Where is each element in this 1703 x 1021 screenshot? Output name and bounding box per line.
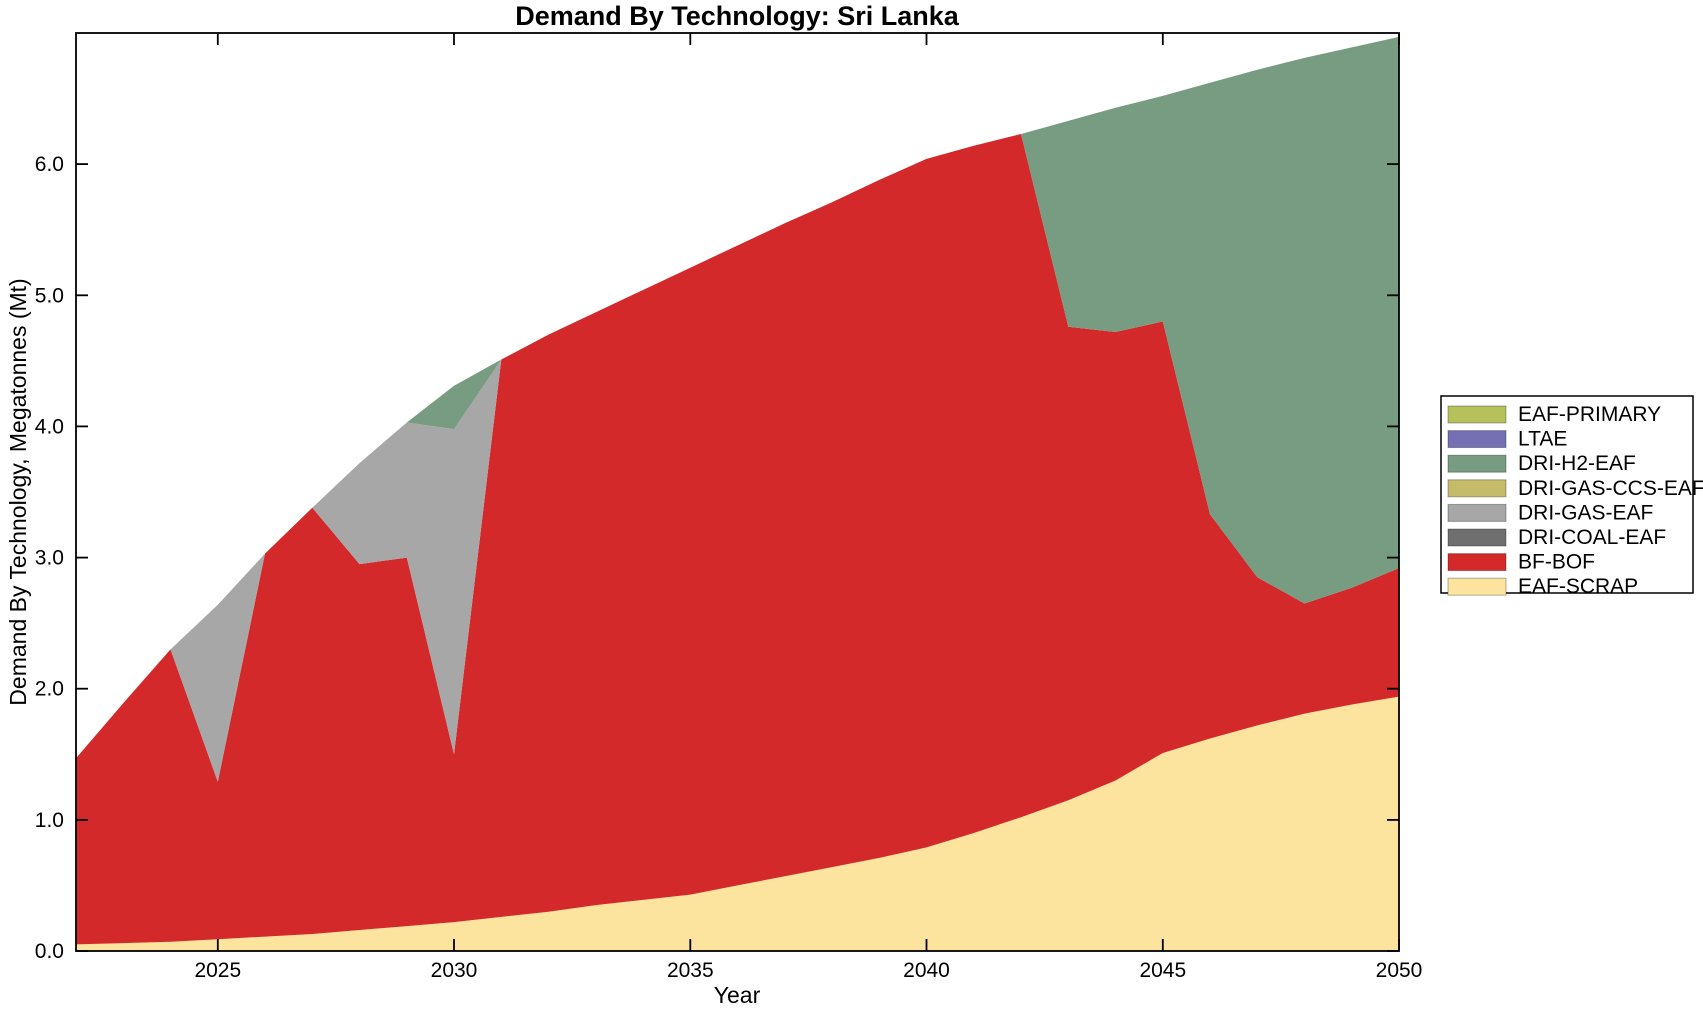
legend-item: DRI-GAS-CCS-EAF: [1447, 477, 1703, 500]
area-series-dri-gas-eaf: [76, 134, 1399, 782]
legend-label: BF-BOF: [1518, 551, 1595, 574]
legend-label: DRI-COAL-EAF: [1518, 526, 1666, 549]
areas-layer: [76, 36, 1399, 951]
legend-label: DRI-GAS-EAF: [1518, 501, 1653, 524]
x-tick-label: 2050: [1376, 959, 1423, 982]
plot-border: [75, 32, 1400, 952]
tick-labels-layer: 2025 2030 2035 2040 2045 2050 0.0 1.0 2.0 3.0 4.0 5…: [35, 153, 1423, 982]
legend-swatch-dri-gas-ccs-eaf: [1447, 479, 1507, 498]
y-tick-label: 1.0: [35, 809, 64, 832]
x-tick-label: 2030: [431, 959, 478, 982]
area-series-eaf-scrap: [76, 696, 1399, 951]
legend-swatch-dri-h2-eaf: [1447, 454, 1507, 473]
legend-label: LTAE: [1518, 428, 1567, 451]
y-tick-label: 5.0: [35, 284, 64, 307]
x-tick-label: 2045: [1139, 959, 1186, 982]
legend-item: DRI-GAS-EAF: [1447, 501, 1653, 524]
chart-title: Demand By Technology: Sri Lanka: [515, 1, 960, 31]
legend-swatch-eaf-scrap: [1447, 577, 1507, 596]
legend-item: EAF-SCRAP: [1447, 575, 1638, 598]
legend-item: LTAE: [1447, 428, 1567, 451]
x-axis-label: Year: [714, 982, 761, 1008]
area-series-dri-h2-eaf: [76, 36, 1399, 759]
legend-swatch-eaf-primary: [1447, 405, 1507, 424]
legend-label: DRI-GAS-CCS-EAF: [1518, 477, 1703, 500]
legend-item: DRI-COAL-EAF: [1447, 526, 1666, 549]
y-tick-label: 6.0: [35, 153, 64, 176]
y-tick-label: 0.0: [35, 940, 64, 963]
legend-swatch-bf-bof: [1447, 553, 1507, 572]
x-tick-label: 2035: [667, 959, 714, 982]
legend-item: DRI-H2-EAF: [1447, 452, 1636, 475]
y-tick-label: 2.0: [35, 678, 64, 701]
legend-item: EAF-PRIMARY: [1447, 403, 1661, 426]
legend: EAF-PRIMARYLTAEDRI-H2-EAFDRI-GAS-CCS-EAF…: [1440, 395, 1703, 598]
x-tick-label: 2040: [903, 959, 950, 982]
legend-swatch-dri-gas-eaf: [1447, 503, 1507, 522]
legend-swatch-ltae: [1447, 430, 1507, 449]
legend-swatch-dri-coal-eaf: [1447, 528, 1507, 547]
legend-label: EAF-SCRAP: [1518, 575, 1638, 598]
area-series-bf-bof: [76, 134, 1399, 945]
y-tick-label: 4.0: [35, 415, 64, 438]
y-tick-label: 3.0: [35, 547, 64, 570]
legend-label: DRI-H2-EAF: [1518, 452, 1636, 475]
legend-label: EAF-PRIMARY: [1518, 403, 1661, 426]
y-axis-label: Demand By Technology, Megatonnes (Mt): [5, 278, 31, 705]
x-tick-label: 2025: [194, 959, 241, 982]
legend-item: BF-BOF: [1447, 551, 1595, 574]
